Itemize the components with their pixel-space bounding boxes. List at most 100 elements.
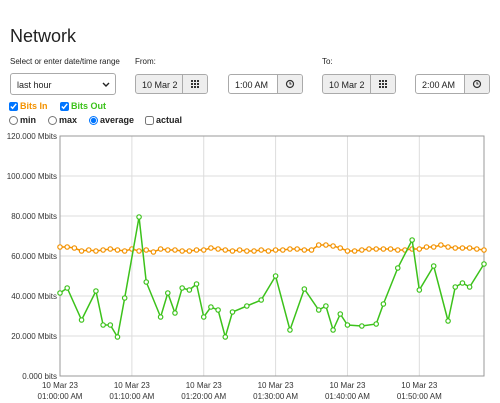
data-point xyxy=(308,247,315,253)
clock-button[interactable] xyxy=(277,75,302,93)
data-point xyxy=(466,245,473,251)
data-point xyxy=(272,273,279,279)
data-point xyxy=(100,322,106,328)
data-point xyxy=(409,237,415,243)
data-point xyxy=(423,244,430,250)
data-point xyxy=(452,284,459,290)
data-point xyxy=(366,246,372,252)
data-point xyxy=(215,307,221,313)
max-option[interactable]: max xyxy=(48,115,77,125)
radio[interactable] xyxy=(89,115,98,125)
data-point xyxy=(445,318,451,324)
data-point xyxy=(287,327,293,333)
data-point xyxy=(430,244,437,250)
data-point xyxy=(64,244,70,250)
data-point xyxy=(430,263,437,269)
to-date[interactable]: 10 Mar 2 xyxy=(322,74,396,94)
y-tick-label: 60.000 Mbits xyxy=(11,252,57,261)
data-point xyxy=(164,290,171,296)
data-point xyxy=(236,247,243,253)
clock-icon xyxy=(472,79,482,89)
data-point xyxy=(215,246,221,252)
data-point xyxy=(100,247,106,253)
bits-out-toggle[interactable]: Bits Out xyxy=(60,101,106,111)
data-point xyxy=(323,242,329,248)
data-point xyxy=(373,246,380,252)
data-point xyxy=(64,285,70,291)
x-tick-label: 10 Mar 23 xyxy=(258,381,295,390)
data-point xyxy=(323,303,329,309)
data-point xyxy=(244,248,250,254)
checkbox[interactable] xyxy=(145,115,154,125)
data-point xyxy=(445,244,451,250)
data-point xyxy=(172,310,178,316)
data-point xyxy=(459,245,466,251)
actual-label: actual xyxy=(156,115,183,125)
y-tick-label: 100.000 Mbits xyxy=(7,172,57,181)
to-time-text: 2:00 AM xyxy=(422,80,456,90)
data-point xyxy=(373,321,380,327)
data-point xyxy=(107,322,114,328)
range-select[interactable]: last hour xyxy=(10,73,116,95)
data-point xyxy=(179,285,185,291)
from-date-text: 10 Mar 2 xyxy=(142,80,178,90)
to-date-text: 10 Mar 2 xyxy=(329,80,365,90)
data-point xyxy=(438,242,444,248)
actual-option[interactable]: actual xyxy=(145,115,182,125)
calendar-icon xyxy=(379,80,387,88)
data-point xyxy=(164,247,171,253)
data-point xyxy=(258,247,265,253)
data-point xyxy=(294,246,300,252)
data-point xyxy=(330,327,336,333)
clock-button[interactable] xyxy=(464,75,489,93)
data-point xyxy=(359,323,365,329)
average-option[interactable]: average xyxy=(89,115,134,125)
plot-border xyxy=(59,135,485,377)
data-point xyxy=(301,286,308,292)
x-tick-label: 01:50:00 AM xyxy=(397,392,442,401)
x-tick-label: 10 Mar 23 xyxy=(42,381,79,390)
data-point xyxy=(394,265,401,271)
data-point xyxy=(244,303,250,309)
x-tick-label: 10 Mar 23 xyxy=(401,381,438,390)
data-point xyxy=(57,290,63,296)
calendar-button[interactable] xyxy=(370,75,395,93)
data-point xyxy=(93,288,99,294)
range-label: Select or enter date/time range xyxy=(10,57,120,66)
to-time[interactable]: 2:00 AM xyxy=(415,74,490,94)
from-date[interactable]: 10 Mar 2 xyxy=(135,74,208,94)
calendar-icon xyxy=(191,80,199,88)
data-point xyxy=(121,295,128,301)
data-point xyxy=(57,244,63,250)
y-tick-label: 120.000 Mbits xyxy=(7,132,57,141)
data-point xyxy=(186,287,193,293)
data-point xyxy=(114,247,121,253)
data-point xyxy=(265,248,272,254)
data-point xyxy=(330,243,336,249)
checkbox[interactable] xyxy=(60,101,69,111)
data-point xyxy=(301,247,308,253)
data-point xyxy=(172,247,178,253)
x-tick-label: 01:20:00 AM xyxy=(181,392,226,401)
data-point xyxy=(416,287,423,293)
from-time-text: 1:00 AM xyxy=(235,80,269,90)
radio[interactable] xyxy=(48,115,57,125)
data-point xyxy=(78,317,85,323)
radio[interactable] xyxy=(9,115,18,125)
data-point xyxy=(186,248,193,254)
data-point xyxy=(208,245,214,251)
min-option[interactable]: min xyxy=(9,115,36,125)
data-point xyxy=(466,284,473,290)
data-point xyxy=(157,246,164,252)
data-point xyxy=(416,246,423,252)
bits-out-label: Bits Out xyxy=(71,101,106,111)
calendar-button[interactable] xyxy=(182,75,207,93)
checkbox[interactable] xyxy=(9,101,18,111)
select-arrow xyxy=(102,82,110,87)
bits-in-toggle[interactable]: Bits In xyxy=(9,101,48,111)
y-tick-label: 80.000 Mbits xyxy=(11,212,57,221)
from-time[interactable]: 1:00 AM xyxy=(228,74,303,94)
data-point xyxy=(143,247,150,253)
data-point xyxy=(481,261,487,267)
from-label: From: xyxy=(135,57,156,66)
